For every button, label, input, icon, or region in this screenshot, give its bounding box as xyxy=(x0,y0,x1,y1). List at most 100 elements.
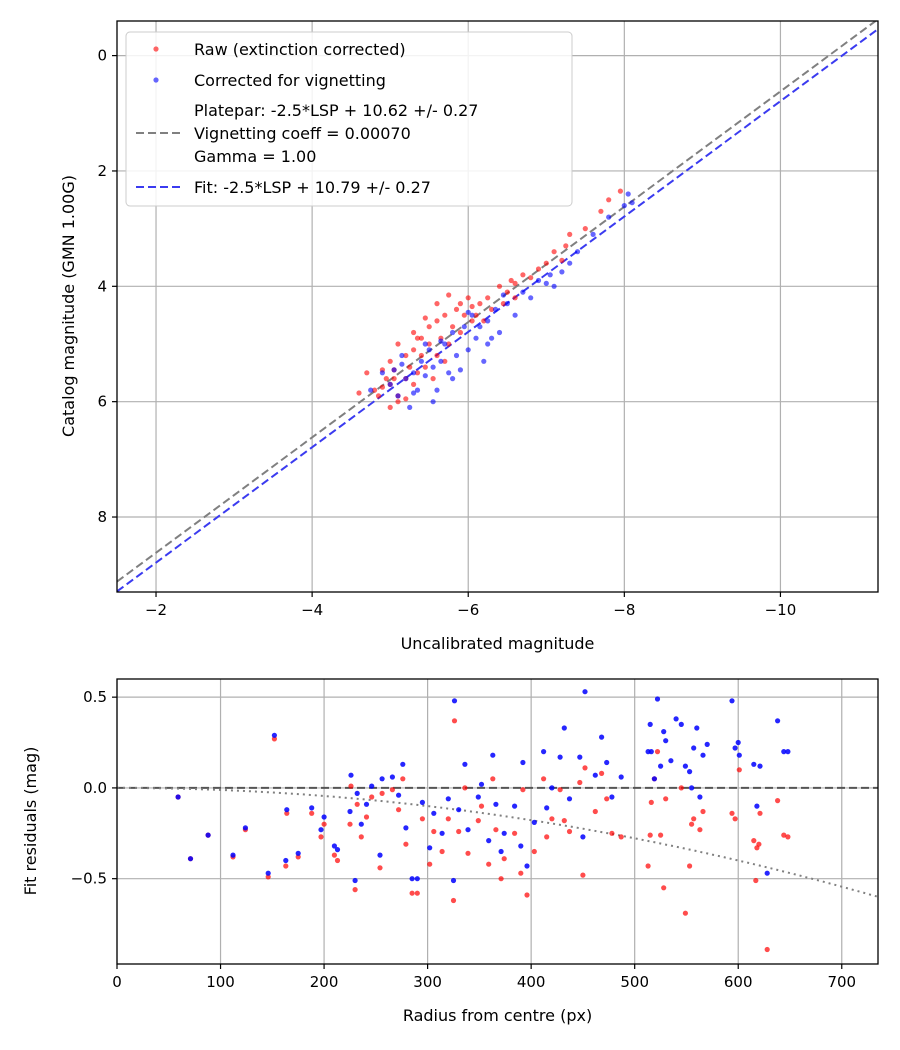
raw-point xyxy=(592,808,598,815)
corrected-point xyxy=(535,277,542,284)
corrected-point xyxy=(592,772,598,778)
raw-point xyxy=(363,814,370,820)
corrected-point xyxy=(451,698,458,704)
bottom-y-tick-label: −0.5 xyxy=(71,870,107,888)
platepar-line xyxy=(117,21,878,583)
bottom-ticks: 0 100 200 300 400 500 600 700 0.5 0.0 −0.5 xyxy=(71,688,857,991)
raw-point xyxy=(549,816,555,822)
legend-corrected-label: Corrected for vignetting xyxy=(194,71,386,90)
corrected-point xyxy=(407,404,413,410)
raw-point xyxy=(654,749,661,755)
corrected-point xyxy=(334,847,341,853)
raw-point xyxy=(414,370,421,376)
raw-point xyxy=(450,324,456,330)
corrected-point xyxy=(704,741,710,748)
raw-point xyxy=(427,861,433,867)
corrected-point xyxy=(736,752,742,758)
legend-raw-marker xyxy=(153,46,159,52)
raw-point xyxy=(689,821,695,827)
raw-point xyxy=(354,801,360,807)
corrected-point xyxy=(682,763,689,769)
raw-point xyxy=(356,390,362,396)
top-x-tick-label: −4 xyxy=(301,601,323,619)
raw-point xyxy=(400,776,406,782)
corrected-point xyxy=(582,689,588,695)
raw-point xyxy=(580,872,586,878)
corrected-point xyxy=(566,796,573,802)
corrected-point xyxy=(411,390,417,396)
corrected-point xyxy=(363,801,370,807)
raw-point xyxy=(531,848,537,855)
raw-point xyxy=(512,280,518,286)
corrected-point xyxy=(442,341,448,347)
corrected-point xyxy=(485,341,491,347)
raw-point xyxy=(352,887,358,893)
corrected-point xyxy=(729,698,735,704)
raw-point xyxy=(661,885,667,891)
raw-point xyxy=(439,848,445,855)
bottom-x-tick-label: 0 xyxy=(112,973,122,991)
corrected-point xyxy=(391,367,397,373)
corrected-point xyxy=(654,696,661,702)
corrected-point xyxy=(399,361,405,367)
corrected-point xyxy=(567,260,573,266)
bottom-y-tick-label: 0.0 xyxy=(83,779,107,797)
corrected-point xyxy=(647,721,653,728)
raw-point xyxy=(544,834,550,840)
raw-point xyxy=(383,376,389,382)
raw-point xyxy=(489,306,495,312)
corrected-point xyxy=(520,759,526,766)
raw-point xyxy=(645,863,651,869)
corrected-point xyxy=(531,819,537,826)
raw-point xyxy=(369,794,375,800)
corrected-point xyxy=(462,761,468,767)
corrected-point xyxy=(396,792,402,798)
corrected-point xyxy=(697,794,703,800)
raw-point xyxy=(418,335,424,341)
corrected-point xyxy=(457,367,463,373)
raw-point xyxy=(446,341,452,347)
legend-platepar-label-line2: Vignetting coeff = 0.00070 xyxy=(194,124,411,143)
corrected-point xyxy=(661,729,667,735)
top-x-tick-label: −6 xyxy=(457,601,479,619)
raw-point xyxy=(309,810,315,816)
top-y-tick-label: 6 xyxy=(97,393,107,411)
raw-point xyxy=(318,834,324,840)
top-y-axis-label: Catalog magnitude (GMN 1.00G) xyxy=(59,175,78,437)
corrected-point xyxy=(687,769,693,775)
corrected-point xyxy=(524,863,530,869)
corrected-point xyxy=(450,376,456,382)
raw-point xyxy=(785,834,791,840)
bottom-x-tick-label: 100 xyxy=(206,973,235,991)
top-y-tick-label: 2 xyxy=(97,162,107,180)
raw-point xyxy=(414,335,421,341)
corrected-point xyxy=(606,214,612,220)
corrected-point xyxy=(609,794,615,800)
corrected-point xyxy=(473,335,479,341)
raw-point xyxy=(457,329,463,336)
bottom-y-axis-label: Fit residuals (mag) xyxy=(21,747,40,896)
raw-point xyxy=(691,816,697,822)
corrected-point xyxy=(446,370,452,376)
corrected-point xyxy=(775,718,781,724)
corrected-point xyxy=(418,358,424,364)
raw-point xyxy=(504,289,510,295)
corrected-point xyxy=(465,309,471,315)
corrected-point xyxy=(544,805,550,811)
raw-point xyxy=(557,787,563,793)
raw-point xyxy=(442,358,448,364)
corrected-point xyxy=(352,877,358,884)
corrected-point xyxy=(678,721,684,728)
corrected-point xyxy=(403,376,409,382)
corrected-point xyxy=(230,852,236,858)
corrected-point xyxy=(439,830,445,836)
top-x-tick-label: −8 xyxy=(613,601,635,619)
raw-point xyxy=(379,790,385,797)
raw-point xyxy=(407,364,413,370)
raw-point xyxy=(524,892,530,898)
corrected-point xyxy=(389,774,395,780)
corrected-point xyxy=(764,870,770,876)
raw-point xyxy=(561,818,567,824)
raw-point xyxy=(271,736,277,742)
corrected-point xyxy=(580,834,586,840)
